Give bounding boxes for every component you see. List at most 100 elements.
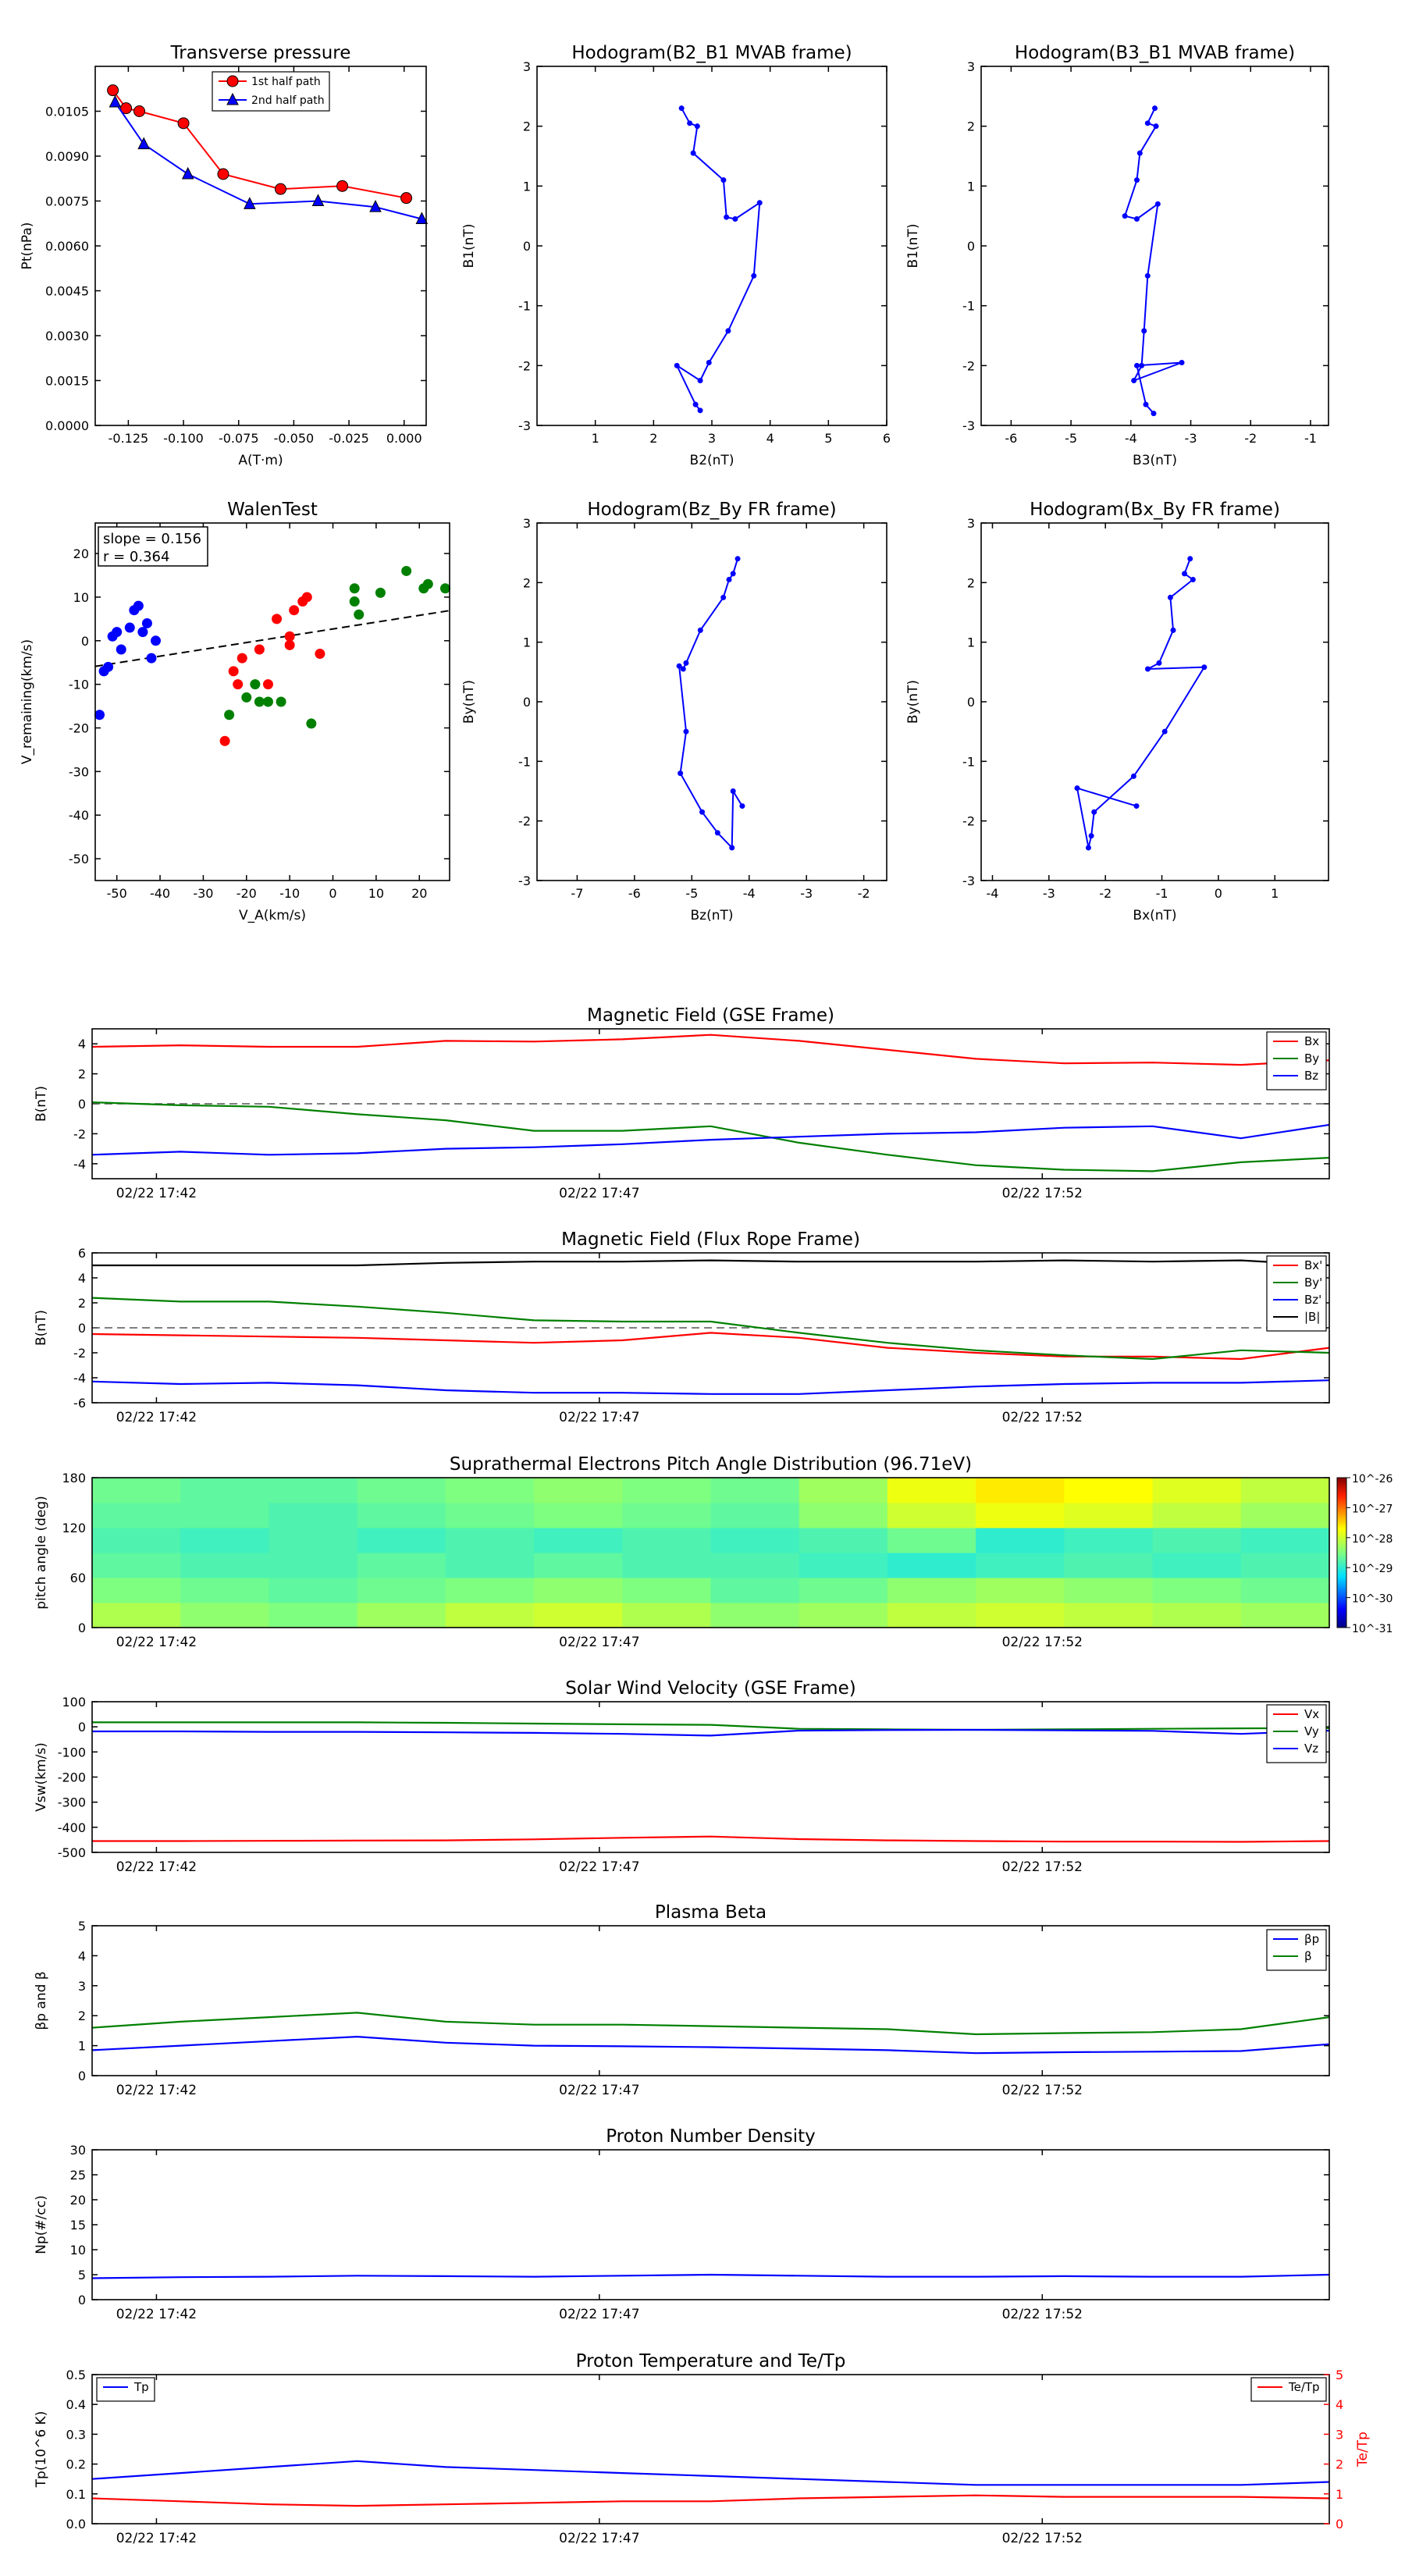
data-point bbox=[1156, 660, 1162, 666]
series-line-0 bbox=[91, 2273, 1330, 2279]
plot-frame bbox=[980, 522, 1329, 881]
y2-tick-label: 0 bbox=[1336, 2517, 1343, 2532]
data-point bbox=[1091, 809, 1097, 815]
y-tick-label: 0 bbox=[523, 695, 531, 710]
heatmap-cell bbox=[445, 1528, 535, 1553]
x-tick-label: 1 bbox=[592, 431, 599, 446]
heatmap-cell bbox=[445, 1578, 535, 1603]
chart-hodo1: Hodogram(B2_B1 MVAB frame) 1 2 3 4 5 6 -3 -2 -1 0 1… bbox=[461, 43, 891, 468]
series-line-βp bbox=[91, 2035, 1330, 2055]
heatmap-cell bbox=[622, 1553, 711, 1578]
plot-frame bbox=[91, 2374, 1330, 2524]
data-point bbox=[262, 679, 273, 690]
y-tick-label: 0.0 bbox=[66, 2517, 86, 2532]
x-tick-label: -4 bbox=[1125, 431, 1137, 446]
plot-frame bbox=[91, 1701, 1330, 1853]
time-tick-label: 02/22 17:52 bbox=[1002, 1635, 1083, 1650]
heatmap-cell bbox=[534, 1478, 623, 1503]
heatmap-cell bbox=[357, 1553, 446, 1578]
data-point bbox=[1074, 785, 1080, 792]
data-point bbox=[233, 679, 244, 690]
legend: βp β bbox=[1266, 1929, 1327, 1971]
y-tick-label: 20 bbox=[73, 546, 89, 561]
data-point bbox=[228, 666, 239, 677]
data-point bbox=[1139, 362, 1145, 368]
series-line-β bbox=[91, 2012, 1330, 2036]
y-tick-label: 0.3 bbox=[66, 2427, 86, 2442]
series-line-Bz bbox=[91, 1123, 1330, 1156]
y-tick-label: 0.1 bbox=[66, 2487, 86, 2502]
data-point bbox=[756, 200, 763, 206]
x-tick-label: -40 bbox=[150, 886, 170, 901]
y-tick-label: 0.0045 bbox=[45, 284, 89, 299]
y-axis-label: Np(#/cc) bbox=[34, 2195, 49, 2254]
y-tick-label: -200 bbox=[58, 1770, 86, 1785]
heatmap-cell bbox=[622, 1528, 711, 1553]
y-axis-label: Pt(nPa) bbox=[20, 222, 35, 270]
x-tick-label: -10 bbox=[279, 886, 300, 901]
x-tick-label: 1 bbox=[1271, 886, 1279, 901]
heatmap-cell bbox=[92, 1528, 181, 1553]
data-point bbox=[720, 177, 727, 183]
legend-label: Bx' bbox=[1304, 1258, 1322, 1272]
data-point bbox=[739, 803, 745, 809]
data-point bbox=[1170, 627, 1176, 633]
x-tick-label: 2 bbox=[649, 431, 657, 446]
panel-title: Proton Temperature and Te/Tp bbox=[576, 2351, 846, 2371]
series-line-Tp bbox=[91, 2460, 1330, 2486]
data-point bbox=[422, 578, 433, 589]
x-tick-label: -1 bbox=[1156, 886, 1168, 901]
data-point bbox=[697, 378, 703, 383]
heatmap-cell bbox=[180, 1603, 269, 1628]
panel-temp: Proton Temperature and Te/Tp 0.0 0.1 0.2 0.3… bbox=[34, 2351, 1371, 2546]
y-tick-label: 15 bbox=[70, 2218, 86, 2233]
legend: 1st half path 2nd half path bbox=[212, 71, 330, 112]
heatmap-cell bbox=[710, 1503, 800, 1528]
heatmap-cell bbox=[799, 1603, 888, 1628]
heatmap-cell bbox=[976, 1503, 1065, 1528]
heatmap-cell bbox=[357, 1503, 446, 1528]
data-point bbox=[1161, 728, 1168, 735]
data-point bbox=[241, 692, 252, 703]
data-point bbox=[714, 830, 720, 836]
heatmap-cell bbox=[180, 1503, 269, 1528]
plot-frame bbox=[536, 66, 887, 426]
y2-tick-label: 4 bbox=[1336, 2397, 1343, 2412]
heatmap-cell bbox=[1240, 1578, 1330, 1603]
heatmap-cell bbox=[1064, 1578, 1154, 1603]
y-tick-label: 2 bbox=[523, 575, 531, 590]
colorbar-label: 10^-26 bbox=[1352, 1473, 1393, 1485]
heatmap-cell bbox=[976, 1603, 1065, 1628]
heatmap-cell bbox=[92, 1478, 181, 1503]
x-tick-label: -5 bbox=[685, 886, 698, 901]
y-tick-label: -30 bbox=[69, 764, 89, 779]
heatmap-cell bbox=[710, 1603, 800, 1628]
plot-frame bbox=[94, 522, 450, 881]
chart-walen: WalenTest -50 -40 -30 -20 -10 0 10 20 -50 -40 -30 -2… bbox=[20, 500, 450, 923]
data-point bbox=[676, 663, 682, 669]
data-point bbox=[687, 120, 693, 126]
heatmap-cell bbox=[534, 1603, 623, 1628]
panel-np: Proton Number Density 0 5 10 15 20 25 30 02/22 1… bbox=[34, 2126, 1330, 2322]
x-tick-label: 4 bbox=[767, 431, 774, 446]
y-tick-label: -2 bbox=[518, 814, 531, 829]
x-tick-label: 3 bbox=[708, 431, 716, 446]
y-tick-label: 10 bbox=[70, 2243, 86, 2258]
legend-label: Bx bbox=[1304, 1034, 1319, 1048]
y-tick-label: 0.0015 bbox=[45, 374, 89, 389]
y-tick-label: 10 bbox=[73, 590, 89, 605]
y-tick-label: 1 bbox=[967, 635, 975, 650]
y-tick-label: -100 bbox=[58, 1745, 86, 1759]
x-tick-label: -0.100 bbox=[163, 431, 204, 446]
heatmap-cell bbox=[622, 1503, 711, 1528]
y-axis-label: By(nT) bbox=[905, 680, 921, 724]
x-tick-label: 6 bbox=[883, 431, 891, 446]
heatmap-cell bbox=[445, 1478, 535, 1503]
data-point bbox=[735, 556, 741, 562]
data-point bbox=[699, 809, 706, 815]
data-point bbox=[224, 710, 235, 720]
data-point bbox=[272, 614, 283, 624]
x-axis-label: B3(nT) bbox=[1133, 453, 1177, 468]
heatmap-cell bbox=[710, 1478, 800, 1503]
series-line-|B| bbox=[92, 1259, 1330, 1267]
